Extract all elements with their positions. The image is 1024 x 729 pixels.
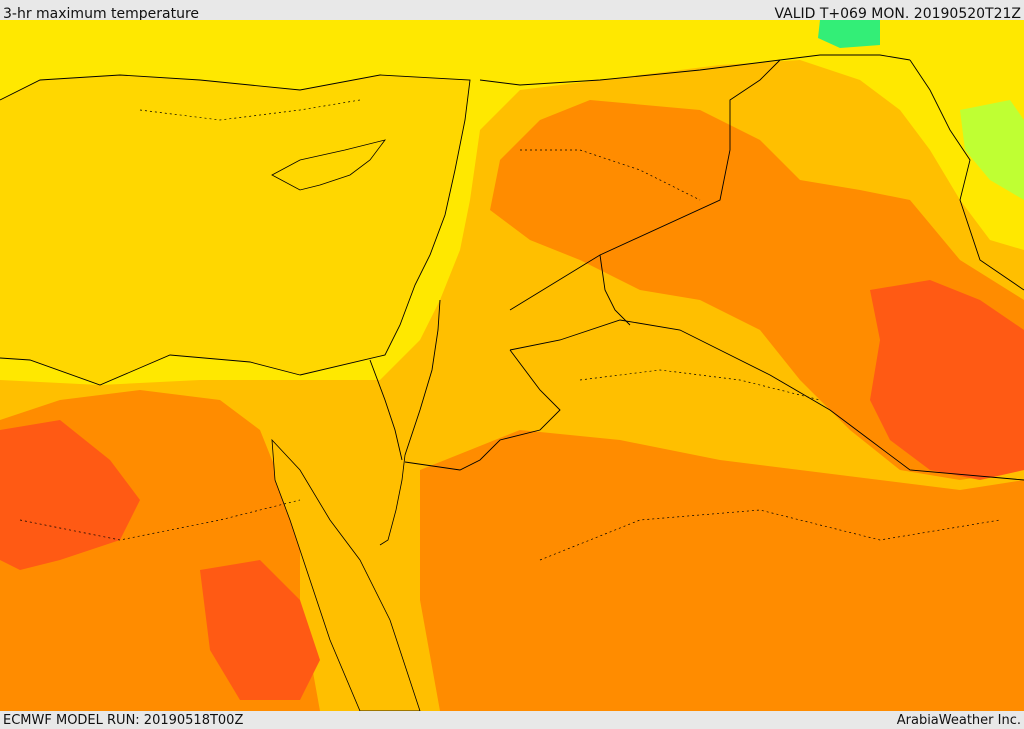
- lightgreen-patch-east: [960, 100, 1024, 200]
- footer-bar: [0, 711, 1024, 729]
- turkey-coast: [0, 74, 471, 376]
- egypt-hotspot: [0, 420, 140, 570]
- map-title: 3-hr maximum temperature: [3, 6, 200, 22]
- admin-lines-1: [520, 149, 701, 201]
- hotspot-2: [200, 560, 320, 700]
- border-jordan-iraq: [599, 254, 631, 326]
- border-israel-jordan: [404, 299, 441, 456]
- green-patch-north: [818, 20, 880, 48]
- east-hotspot: [870, 280, 1024, 480]
- valid-time: VALID T+069 MON. 20190520T21Z: [774, 6, 1021, 22]
- cyprus-island: [271, 139, 386, 191]
- border-jordan-saudi: [509, 319, 1024, 481]
- gulf-of-aqaba: [379, 454, 406, 546]
- arabia-orange: [420, 430, 1024, 711]
- egypt-coast: [0, 354, 301, 386]
- admin-lines-5: [139, 99, 361, 121]
- header-bar: [0, 0, 1024, 20]
- border-iraq-iran: [909, 59, 1024, 291]
- model-run: ECMWF MODEL RUN: 20190518T00Z: [3, 713, 244, 728]
- admin-lines-3: [539, 509, 1001, 561]
- admin-lines-2: [19, 499, 301, 541]
- red-sea: [271, 438, 421, 711]
- border-egypt-israel: [369, 359, 403, 461]
- border-syria-turkey: [479, 54, 911, 86]
- border-jordan-west: [404, 349, 561, 471]
- temperature-map: [0, 20, 1024, 711]
- credit-text: ArabiaWeather Inc.: [896, 713, 1021, 728]
- admin-lines-4: [579, 369, 821, 401]
